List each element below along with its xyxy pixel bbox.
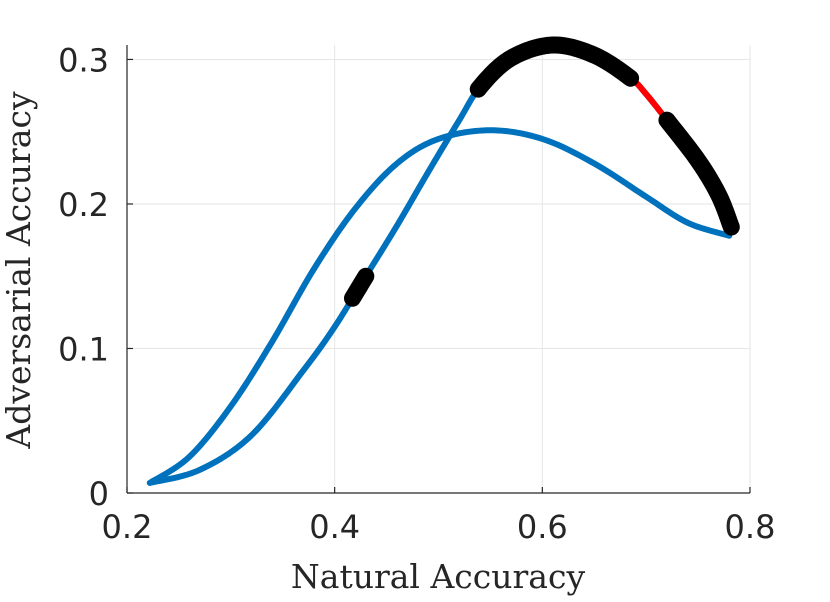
highlight-segment [627, 75, 670, 124]
series-line-0 [146, 127, 733, 486]
x-axis-label: Natural Accuracy [291, 557, 586, 596]
y-tick-label-0: 0 [89, 475, 109, 513]
grid [126, 45, 751, 494]
x-tick-label-3: 0.8 [725, 508, 776, 546]
x-tick-label-2: 0.6 [517, 508, 568, 546]
marker-segment-1 [469, 36, 640, 98]
y-axis-label: Adversarial Accuracy [0, 91, 38, 450]
series-lines [146, 41, 735, 486]
marker-segments [343, 36, 740, 307]
highlight-line [627, 75, 670, 124]
y-tick-label-2: 0.2 [58, 186, 109, 224]
series-line-1 [146, 41, 735, 486]
marker-segment-2 [658, 111, 740, 236]
axes [126, 45, 751, 494]
y-tick-label-1: 0.1 [58, 330, 109, 368]
tick-labels: 0.2 0.4 0.6 0.8 0 0.1 0.2 0.3 [58, 41, 775, 546]
x-tick-label-0: 0.2 [102, 508, 153, 546]
y-tick-label-3: 0.3 [58, 41, 109, 79]
marker-segment-0 [343, 267, 375, 307]
x-tick-label-1: 0.4 [309, 508, 360, 546]
